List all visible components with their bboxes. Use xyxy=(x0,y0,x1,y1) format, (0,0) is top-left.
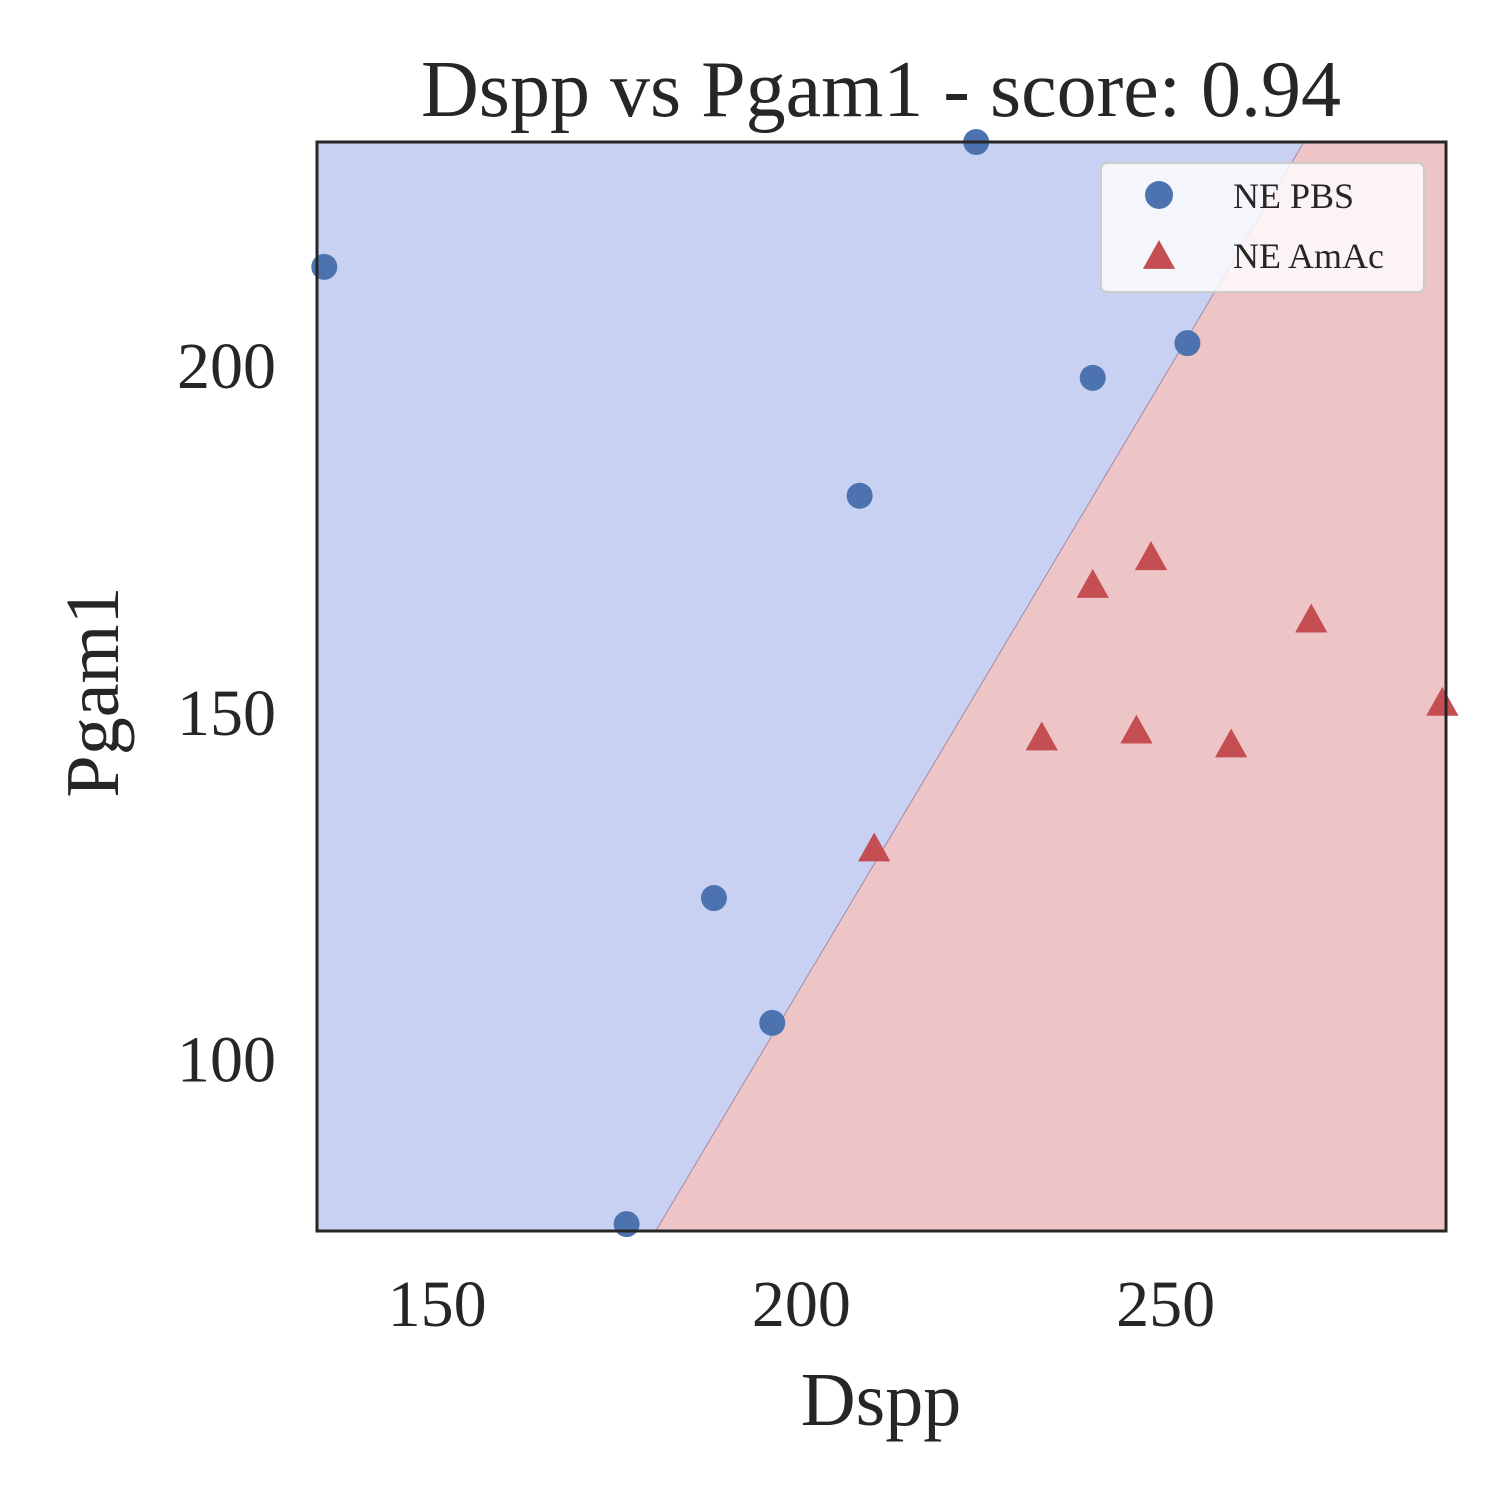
y-tick-label: 100 xyxy=(177,1024,276,1097)
legend-marker-ne-amac xyxy=(1142,240,1176,269)
point-ne-amac xyxy=(1025,721,1058,751)
point-ne-amac xyxy=(1295,603,1328,633)
plot-frame xyxy=(315,140,1448,1233)
point-ne-amac xyxy=(1076,568,1109,598)
legend-label-ne-amac: NE AmAc xyxy=(1233,236,1384,276)
point-ne-pbs xyxy=(700,885,727,912)
x-tick-label: 200 xyxy=(752,1268,851,1341)
legend-label-ne-pbs: NE PBS xyxy=(1233,176,1354,216)
y-tick-label: 200 xyxy=(177,330,276,403)
point-ne-pbs xyxy=(846,482,873,509)
point-ne-pbs xyxy=(311,253,338,280)
x-tick-labels: 150 200 250 xyxy=(388,1268,1215,1341)
data-points xyxy=(311,129,1459,1238)
point-ne-amac xyxy=(1120,714,1153,744)
point-ne-pbs xyxy=(1174,330,1201,357)
x-axis-label: Dspp xyxy=(801,1358,961,1442)
point-ne-amac xyxy=(858,832,891,862)
decision-boundary-line xyxy=(655,142,1305,1231)
point-ne-amac xyxy=(1426,686,1459,716)
y-axis-label: Pgam1 xyxy=(51,586,135,797)
legend: NE PBS NE AmAc xyxy=(1100,162,1425,293)
region-ne-pbs xyxy=(317,142,1304,1231)
point-ne-amac xyxy=(1214,728,1248,758)
x-tick-label: 150 xyxy=(388,1268,487,1341)
x-tick-label: 250 xyxy=(1116,1268,1215,1341)
y-tick-label: 150 xyxy=(177,677,276,750)
point-ne-pbs xyxy=(613,1211,640,1238)
chart-title: Dspp vs Pgam1 - score: 0.94 xyxy=(421,46,1341,134)
legend-box xyxy=(1100,162,1425,293)
point-ne-pbs xyxy=(759,1009,786,1036)
region-ne-amac xyxy=(655,142,1446,1231)
point-ne-pbs xyxy=(1079,364,1106,391)
y-tick-labels: 100 150 200 xyxy=(177,330,276,1097)
decision-regions xyxy=(317,142,1446,1231)
legend-marker-ne-pbs xyxy=(1145,181,1173,209)
point-ne-amac xyxy=(1134,541,1168,571)
